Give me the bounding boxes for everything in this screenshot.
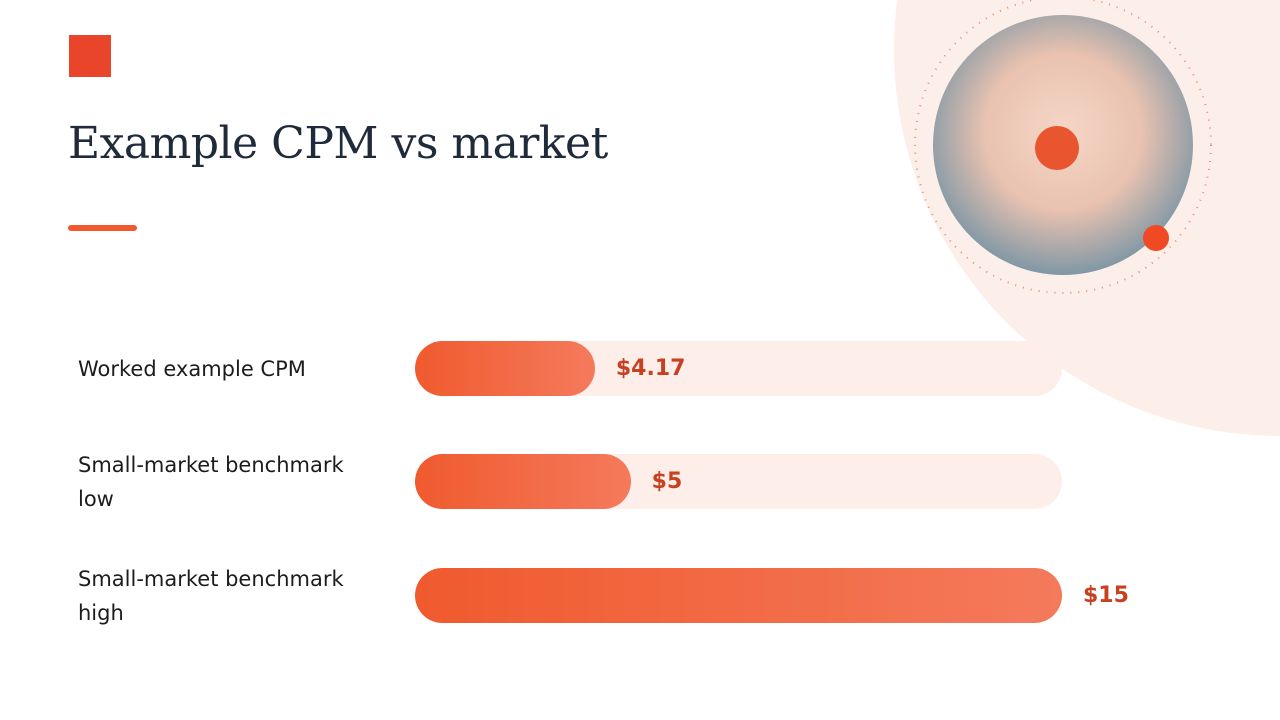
category-label: Small-market benchmark low <box>78 452 344 511</box>
chart-title: Example CPM vs market <box>68 118 608 169</box>
category-label: Worked example CPM <box>78 356 306 381</box>
value-label: $4.17 <box>615 356 686 381</box>
dotted-ring <box>914 0 1212 294</box>
value-label: $5 <box>651 469 683 494</box>
bar <box>415 568 1062 623</box>
value-label: $15 <box>1083 583 1129 608</box>
bar <box>415 341 595 396</box>
logo <box>69 35 111 77</box>
title-underline <box>68 225 137 231</box>
image-orb <box>1035 126 1079 170</box>
category-label: Small-market benchmark high <box>78 566 344 625</box>
accent-dot <box>1143 225 1169 251</box>
bar <box>415 454 631 509</box>
